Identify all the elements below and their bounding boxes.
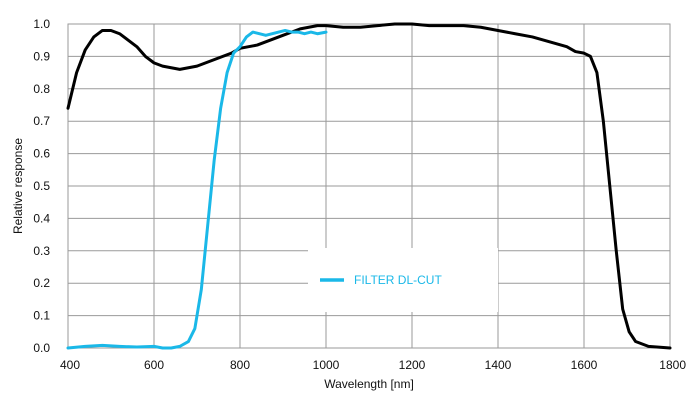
x-tick-label: 1800 bbox=[659, 358, 686, 372]
x-tick-label: 400 bbox=[60, 358, 80, 372]
x-tick-label: 1600 bbox=[571, 358, 598, 372]
y-tick-label: 0.4 bbox=[33, 211, 50, 225]
series-lines bbox=[66, 22, 672, 350]
y-tick-label: 0.2 bbox=[33, 276, 50, 290]
x-axis-label: Wavelength [nm] bbox=[324, 377, 414, 391]
y-tick-label: 0.8 bbox=[33, 82, 50, 96]
y-tick-label: 0.3 bbox=[33, 244, 50, 258]
y-tick-label: 0.5 bbox=[33, 179, 50, 193]
x-tick-labels: 400 600 800 1000 1200 1400 1600 1800 bbox=[60, 358, 686, 372]
x-tick-label: 1000 bbox=[313, 358, 340, 372]
y-tick-label: 0.9 bbox=[33, 49, 50, 63]
legend-label-filter-dl-cut: FILTER DL-CUT bbox=[354, 273, 442, 287]
legend: FILTER DL-CUT bbox=[308, 248, 498, 312]
grid-lines bbox=[67, 23, 671, 349]
plot-border bbox=[67, 23, 671, 349]
y-tick-labels: 0.0 0.1 0.2 0.3 0.4 0.5 0.6 0.7 0.8 0.9 1.0 bbox=[33, 17, 50, 355]
y-tick-label: 1.0 bbox=[33, 17, 50, 31]
x-tick-label: 800 bbox=[230, 358, 250, 372]
series-line-filter-dl-cut bbox=[66, 28, 328, 350]
y-axis-label: Relative response bbox=[11, 138, 25, 234]
x-tick-label: 600 bbox=[144, 358, 164, 372]
x-tick-label: 1200 bbox=[399, 358, 426, 372]
series-line-sensor-response bbox=[66, 22, 672, 350]
y-tick-label: 0.0 bbox=[33, 341, 50, 355]
y-tick-label: 0.7 bbox=[33, 114, 50, 128]
x-tick-label: 1400 bbox=[485, 358, 512, 372]
y-tick-label: 0.6 bbox=[33, 147, 50, 161]
y-tick-label: 0.1 bbox=[33, 309, 50, 323]
